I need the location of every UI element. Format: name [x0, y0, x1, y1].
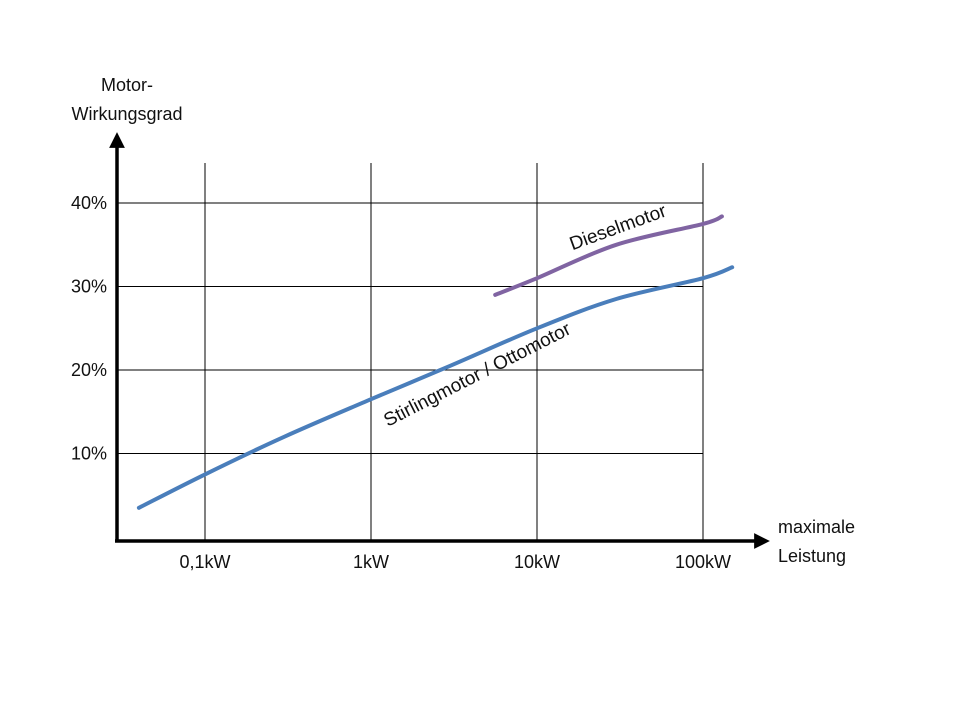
y-axis-label-line2: Wirkungsgrad — [71, 104, 182, 124]
y-tick-label: 10% — [71, 444, 107, 464]
grid — [117, 163, 704, 541]
y-tick-label: 40% — [71, 193, 107, 213]
x-tick-label: 1kW — [353, 552, 389, 572]
series-label-diesel: Dieselmotor — [567, 200, 670, 255]
x-tick-label: 10kW — [514, 552, 560, 572]
axes — [109, 132, 770, 549]
series-label-stirling-otto: Stirlingmotor / Ottomotor — [381, 318, 576, 431]
y-axis-label-line1: Motor- — [101, 75, 153, 95]
y-tick-label: 20% — [71, 360, 107, 380]
series-line-diesel — [493, 214, 724, 297]
series-lines — [136, 214, 735, 510]
x-axis-label-line2: Leistung — [778, 546, 846, 566]
x-tick-label: 100kW — [675, 552, 731, 572]
x-axis-label-line1: maximale — [778, 517, 855, 537]
y-tick-label: 30% — [71, 277, 107, 297]
x-tick-label: 0,1kW — [179, 552, 230, 572]
series-line-stirling-otto — [136, 265, 735, 510]
labels: Motor- Wirkungsgrad maximale Leistung 0,… — [71, 75, 855, 572]
